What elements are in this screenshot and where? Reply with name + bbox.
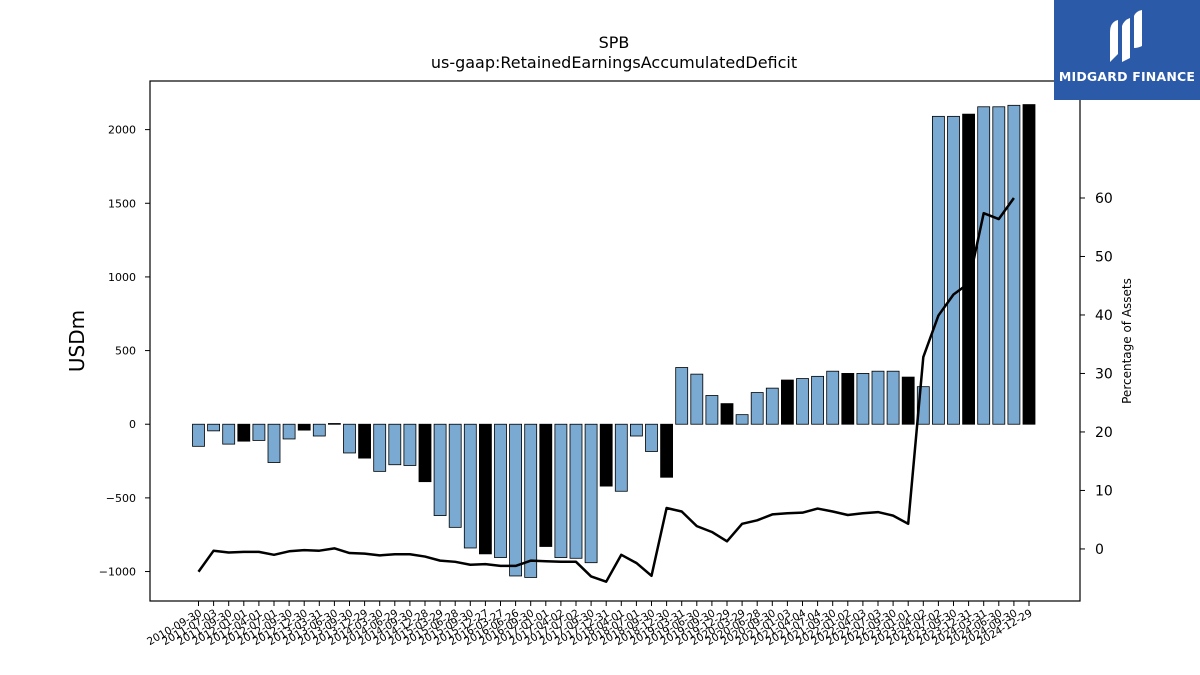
bar-6 xyxy=(282,423,296,440)
bar-28 xyxy=(614,423,628,492)
plot-frame xyxy=(149,80,1081,602)
bar-14 xyxy=(403,423,417,466)
bar-21 xyxy=(509,423,523,577)
bar-13 xyxy=(388,423,402,466)
bar-35 xyxy=(720,403,734,425)
y2-tick-label: 0 xyxy=(1095,542,1104,558)
bar-25 xyxy=(569,423,583,559)
bar-8 xyxy=(312,423,326,437)
bar-53 xyxy=(992,106,1006,425)
bar-36 xyxy=(735,414,749,425)
bar-4 xyxy=(252,423,266,441)
y2-tick-label: 40 xyxy=(1095,308,1113,324)
brand-logo: MIDGARD FINANCE xyxy=(1054,0,1200,100)
bar-29 xyxy=(630,423,643,437)
bar-5 xyxy=(267,423,281,463)
bar-3 xyxy=(237,423,251,442)
bar-37 xyxy=(750,392,764,425)
bar-39 xyxy=(781,379,794,425)
bar-44 xyxy=(856,373,870,425)
bar-11 xyxy=(358,423,372,459)
y-axis-label: USDm xyxy=(65,310,89,372)
bar-50 xyxy=(947,115,960,425)
bar-30 xyxy=(645,423,658,452)
bar-26 xyxy=(584,423,598,564)
y-tick-label: 2000 xyxy=(108,124,136,137)
bar-23 xyxy=(539,423,553,547)
bar-38 xyxy=(765,387,779,425)
bar-34 xyxy=(705,395,719,425)
y-tick-label: 500 xyxy=(115,345,136,358)
y2-tick-label: 50 xyxy=(1095,249,1113,265)
bar-51 xyxy=(962,113,975,425)
bar-1 xyxy=(207,423,221,432)
bar-9 xyxy=(327,423,341,425)
bar-43 xyxy=(841,373,855,425)
bar-40 xyxy=(796,378,809,425)
bar-17 xyxy=(448,423,462,528)
bar-16 xyxy=(433,423,447,516)
y-tick-label: 1500 xyxy=(108,197,136,210)
bar-33 xyxy=(690,373,704,425)
bar-24 xyxy=(554,423,568,558)
chart-title: SPB xyxy=(599,33,630,52)
bar-42 xyxy=(826,370,840,425)
bar-52 xyxy=(977,106,991,425)
y-tick-label: −1000 xyxy=(99,566,136,579)
midgard-logo-icon xyxy=(1110,10,1142,62)
percentage-line xyxy=(197,197,1015,583)
bar-18 xyxy=(463,423,477,549)
bar-41 xyxy=(811,375,824,425)
y-tick-label: 1000 xyxy=(108,271,136,284)
y2-axis-label: Percentage of Assets xyxy=(1120,278,1134,404)
bar-15 xyxy=(418,423,432,483)
bar-7 xyxy=(297,423,311,431)
y-tick-label: −500 xyxy=(106,492,136,505)
y2-tick-label: 20 xyxy=(1095,425,1113,441)
y2-tick-label: 10 xyxy=(1095,483,1113,499)
bar-46 xyxy=(886,370,900,425)
chart-subtitle: us-gaap:RetainedEarningsAccumulatedDefic… xyxy=(431,53,797,72)
bar-31 xyxy=(660,423,673,478)
bar-0 xyxy=(192,423,205,447)
y2-tick-label: 60 xyxy=(1095,191,1113,207)
bar-12 xyxy=(373,423,387,472)
bar-10 xyxy=(343,423,356,454)
bar-22 xyxy=(524,423,538,578)
bar-27 xyxy=(599,423,613,487)
plot-area xyxy=(192,104,1036,583)
bar-20 xyxy=(494,423,507,558)
bar-2 xyxy=(222,423,236,445)
bar-45 xyxy=(871,370,885,425)
bar-55 xyxy=(1022,104,1036,425)
y-tick-label: 0 xyxy=(129,418,136,431)
bar-19 xyxy=(478,423,492,555)
bar-49 xyxy=(932,115,945,425)
bar-32 xyxy=(675,367,689,425)
bar-47 xyxy=(901,376,915,425)
bar-54 xyxy=(1007,104,1021,425)
y2-tick-label: 30 xyxy=(1095,366,1113,382)
brand-logo-text: MIDGARD FINANCE xyxy=(1058,69,1196,84)
